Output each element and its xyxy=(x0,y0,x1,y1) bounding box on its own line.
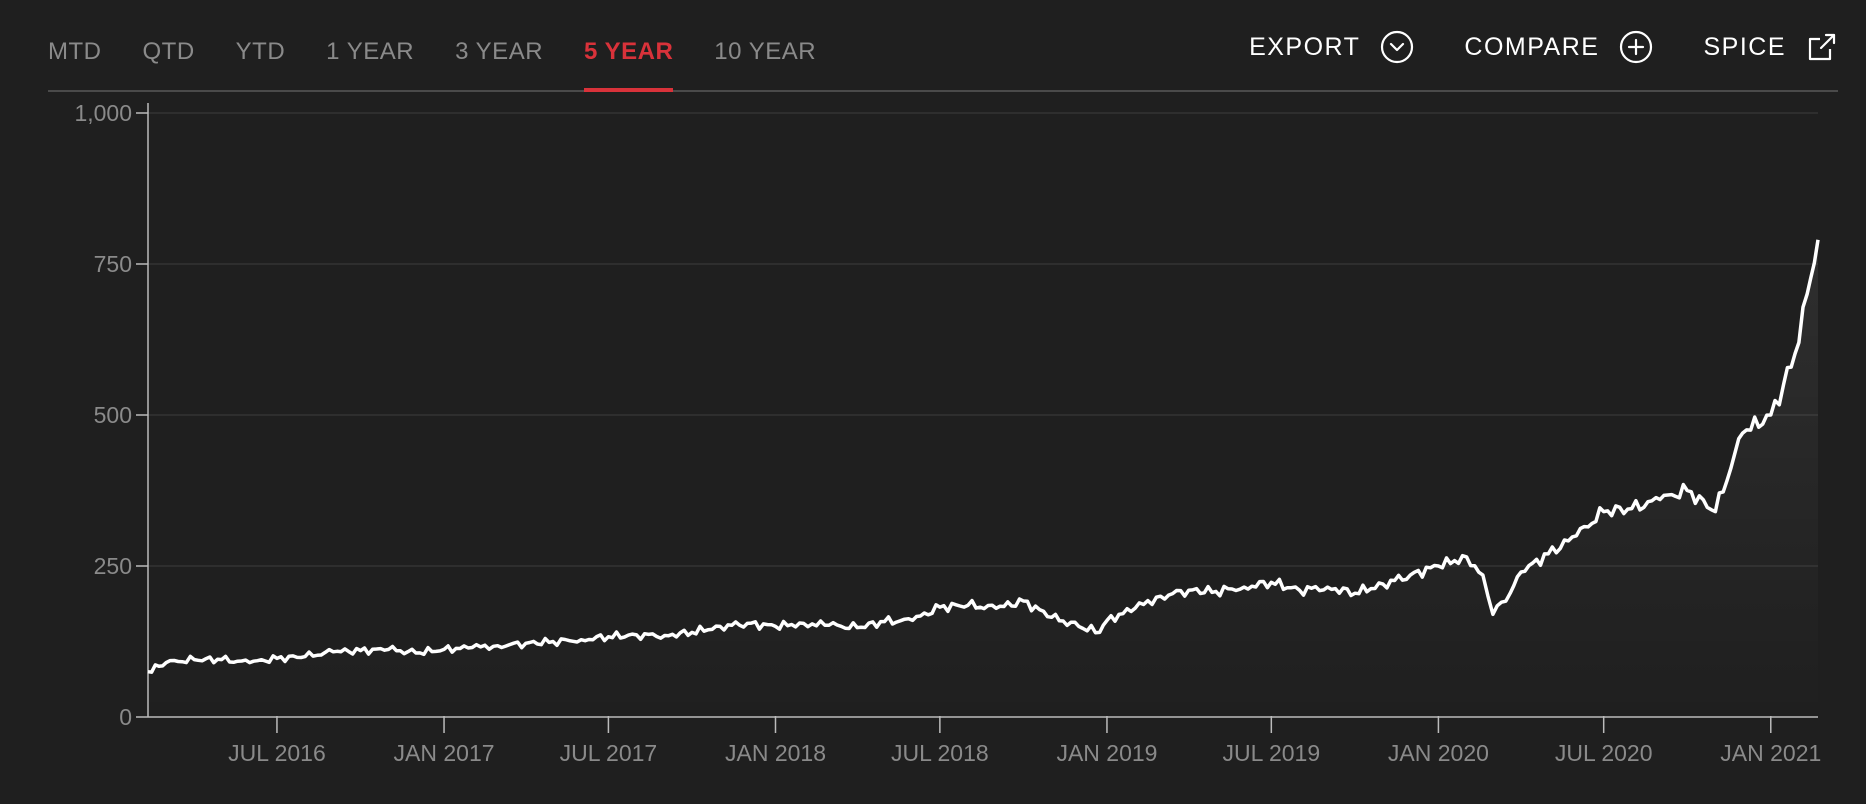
price-chart: 0 250 500 750 1,000 JUL 2016 JAN 2017 JUL 2017 J… xyxy=(74,100,1821,766)
tab-ytd[interactable]: YTD xyxy=(235,38,286,65)
series-line xyxy=(147,239,1820,674)
external-link-icon xyxy=(1808,33,1836,61)
tab-qtd[interactable]: QTD xyxy=(142,38,195,65)
tab-mtd[interactable]: MTD xyxy=(48,38,102,65)
y-tick-label: 750 xyxy=(94,251,132,277)
range-toolbar: MTD QTD YTD 1 YEAR 3 YEAR 5 YEAR 10 YEAR… xyxy=(48,0,1838,92)
chart-actions: EXPORT COMPARE SPICE xyxy=(1199,30,1838,64)
x-tick-label: JAN 2021 xyxy=(1720,740,1821,766)
y-tick-label: 500 xyxy=(94,402,132,428)
chevron-circle-down-icon xyxy=(1381,30,1414,64)
tab-1-year[interactable]: 1 YEAR xyxy=(326,38,415,65)
export-label: EXPORT xyxy=(1249,32,1361,61)
x-tick-label: JUL 2019 xyxy=(1223,740,1321,766)
x-tick-label: JUL 2017 xyxy=(560,740,658,766)
x-tick-label: JUL 2016 xyxy=(228,740,326,766)
x-tick-label: JUL 2018 xyxy=(891,740,989,766)
x-tick-label: JAN 2018 xyxy=(725,740,826,766)
tab-5-year[interactable]: 5 YEAR xyxy=(584,38,674,92)
range-tabs: MTD QTD YTD 1 YEAR 3 YEAR 5 YEAR 10 YEAR xyxy=(48,38,857,92)
x-tick-label: JAN 2017 xyxy=(394,740,495,766)
x-tick-label: JUL 2020 xyxy=(1555,740,1653,766)
series-area xyxy=(148,239,1818,718)
tab-3-year[interactable]: 3 YEAR xyxy=(455,38,544,65)
y-tick-label: 250 xyxy=(94,553,132,579)
x-tick-label: JAN 2019 xyxy=(1056,740,1157,766)
plus-circle-icon xyxy=(1620,30,1653,64)
y-tick-label: 0 xyxy=(119,704,132,730)
x-tick-label: JAN 2020 xyxy=(1388,740,1489,766)
spice-button[interactable]: SPICE xyxy=(1703,31,1838,63)
compare-label: COMPARE xyxy=(1464,32,1600,61)
tab-10-year[interactable]: 10 YEAR xyxy=(714,38,817,65)
spice-label: SPICE xyxy=(1703,32,1786,61)
compare-button[interactable]: COMPARE xyxy=(1464,30,1653,64)
y-tick-label: 1,000 xyxy=(74,100,132,126)
export-button[interactable]: EXPORT xyxy=(1249,30,1414,64)
